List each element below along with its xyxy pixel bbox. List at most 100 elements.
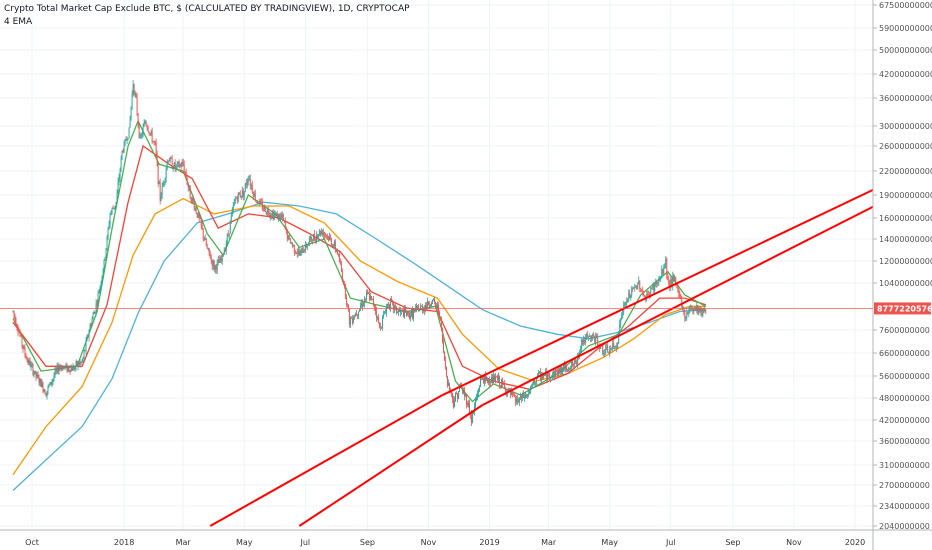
candle-body: [187, 184, 189, 187]
candle-body: [287, 235, 289, 240]
candle-body: [565, 364, 567, 370]
candle-body: [441, 318, 442, 329]
candle-body: [226, 234, 228, 244]
candle-body: [253, 193, 255, 197]
candle-body: [566, 364, 568, 372]
candle-body: [459, 385, 460, 392]
candle-body: [35, 371, 37, 377]
candle-body: [104, 257, 106, 260]
candle-body: [230, 215, 232, 221]
candle-body: [238, 192, 240, 195]
candle-body: [394, 306, 396, 308]
channel-line-4[interactable]: [298, 404, 484, 527]
candle-body: [14, 314, 16, 320]
candle-body: [42, 382, 44, 392]
candle-body: [468, 403, 469, 406]
candle-body: [444, 351, 445, 361]
candle-body: [663, 267, 665, 274]
candle-body: [416, 305, 417, 309]
candle-body: [237, 192, 239, 201]
candle-body: [37, 374, 39, 378]
channel-line-2[interactable]: [482, 205, 874, 406]
x-tick-label: May: [236, 538, 253, 547]
candle-body: [692, 308, 694, 312]
candle-body: [267, 209, 269, 214]
candle-body: [178, 162, 180, 167]
candle-body: [80, 361, 82, 363]
candle-body: [643, 294, 645, 296]
x-axis[interactable]: Oct 2018 Mar May Jul Sep Nov 2019 Mar May Jul Sep No…: [0, 529, 932, 547]
candle-body: [538, 372, 540, 374]
candle-body: [439, 311, 440, 317]
candle-body: [672, 275, 674, 287]
channel-line-3[interactable]: [209, 394, 443, 527]
indicator-label[interactable]: 4 EMA: [4, 17, 33, 27]
candle-body: [483, 378, 484, 383]
current-price-line: 8777220576: [0, 302, 932, 315]
candle-body: [474, 406, 475, 411]
candle-body: [544, 374, 546, 376]
candle-body: [391, 300, 393, 302]
candle-body: [344, 284, 346, 297]
channel-line-1[interactable]: [442, 188, 874, 396]
x-tick-label: Jul: [300, 538, 311, 547]
candle-body: [320, 231, 322, 235]
ema-lines: [12, 119, 707, 491]
candle-body: [118, 177, 120, 182]
candle-body: [430, 305, 431, 307]
y-axis[interactable]: 67500000000 59000000000 50000000000 4200000…: [872, 0, 932, 550]
candle-body: [24, 347, 26, 356]
candle-body: [243, 191, 245, 197]
candle-body: [532, 384, 534, 386]
candle-body: [608, 352, 610, 354]
candle-body: [188, 185, 190, 187]
candle-body: [576, 361, 578, 365]
candle-body: [659, 278, 661, 281]
candle-body: [465, 394, 466, 397]
candle-body: [225, 243, 227, 251]
candle-body: [84, 350, 86, 352]
candle-body: [205, 238, 207, 246]
candle-body: [685, 317, 687, 319]
candle-body: [650, 288, 652, 297]
candle-body: [171, 158, 173, 169]
candle-body: [407, 311, 408, 316]
candle-body: [527, 394, 529, 397]
candle-body: [74, 366, 76, 370]
candle-body: [128, 127, 130, 139]
candle-body: [508, 388, 510, 391]
candle-body: [152, 141, 154, 142]
candle-body: [102, 270, 104, 276]
candle-body: [639, 280, 641, 289]
candle-body: [612, 343, 614, 349]
candle-body: [172, 168, 174, 169]
candle-body: [581, 339, 583, 349]
candle-body: [531, 385, 533, 387]
candle-body: [18, 331, 20, 333]
candle-body: [337, 253, 339, 255]
candle-body: [275, 213, 277, 215]
candle-body: [606, 345, 608, 349]
candle-body: [56, 366, 58, 371]
candle-body: [231, 209, 233, 216]
candle-body: [215, 265, 217, 270]
candle-body: [651, 288, 653, 290]
candle-body: [92, 314, 94, 320]
candle-body: [351, 318, 353, 323]
candle-body: [390, 299, 392, 301]
candle-body: [690, 305, 692, 307]
candle-body: [288, 235, 290, 239]
candle-body: [77, 363, 79, 367]
candle-body: [60, 366, 62, 368]
candle-body: [418, 307, 419, 312]
candle-body: [587, 334, 589, 337]
candle-body: [517, 399, 519, 403]
candle-body: [616, 345, 618, 349]
candle-body: [435, 301, 436, 306]
candle-body: [703, 310, 705, 312]
candle-body: [87, 336, 89, 337]
candle-body: [627, 300, 629, 302]
candle-body: [291, 243, 293, 246]
candle-body: [76, 361, 78, 367]
